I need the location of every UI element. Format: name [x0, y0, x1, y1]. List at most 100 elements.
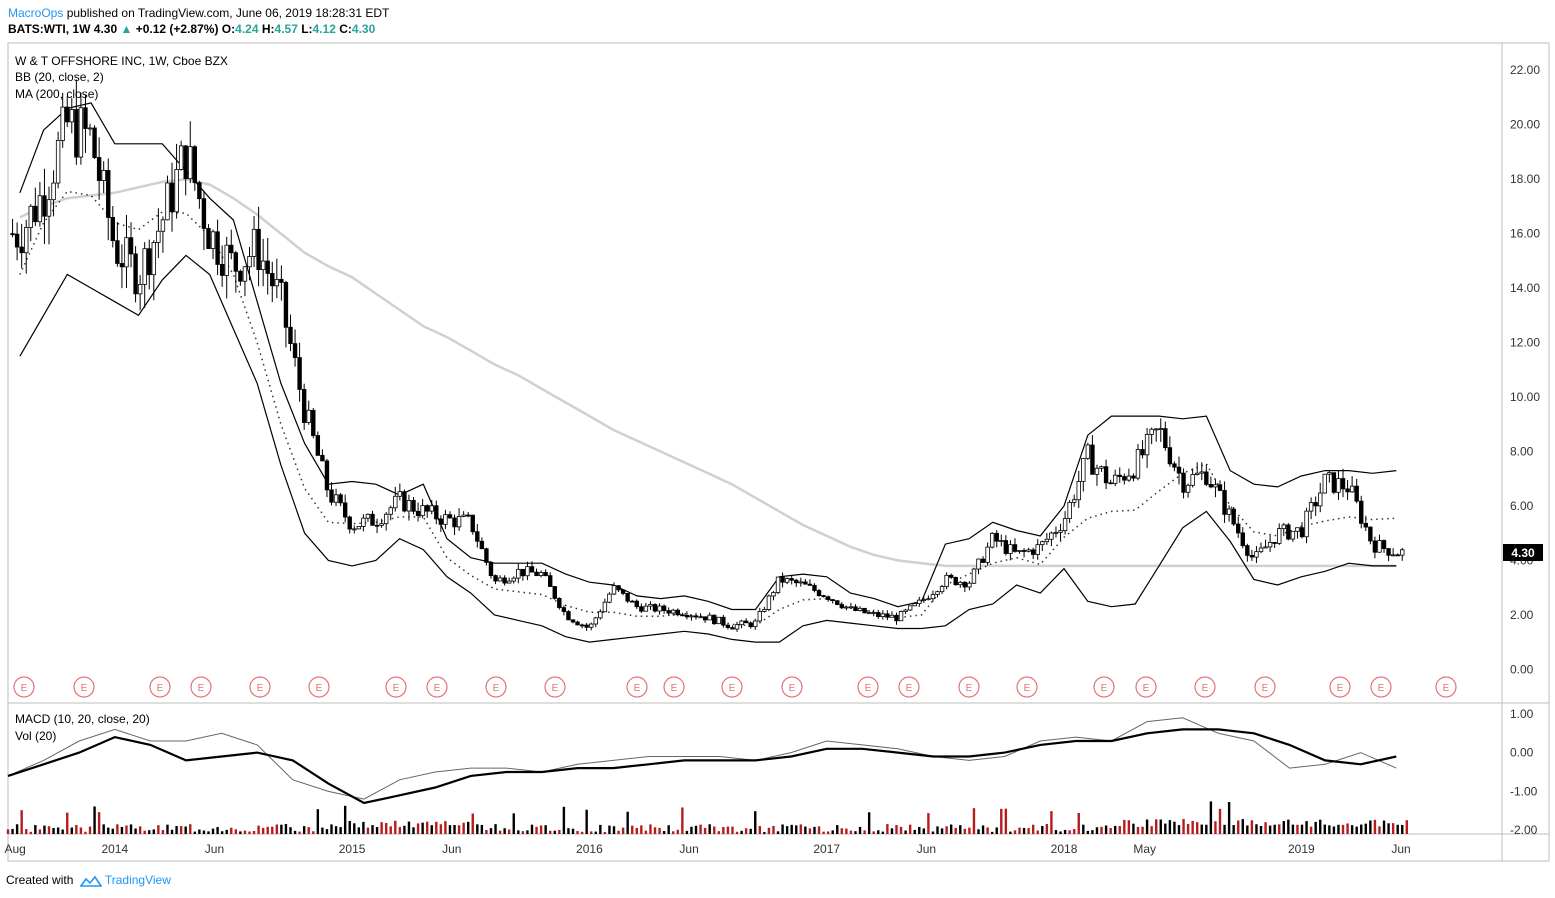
candle — [1158, 418, 1163, 442]
candle — [502, 575, 507, 586]
volume-bar — [1068, 830, 1071, 834]
volume-bar — [407, 821, 411, 834]
volume-bar — [485, 829, 488, 834]
candle — [584, 622, 589, 631]
candle — [238, 269, 243, 286]
earnings-marker[interactable]: E — [544, 676, 566, 698]
time-axis: Aug 2014 Jun 2015 Jun 2016 Jun 2017 Jun 2018 May 20… — [4, 842, 1410, 856]
volume-bar — [904, 830, 907, 834]
candle — [1295, 527, 1300, 539]
earnings-marker[interactable]: E — [13, 676, 35, 698]
volume-bar — [945, 826, 948, 834]
earnings-marker[interactable]: E — [1254, 676, 1276, 698]
earnings-marker[interactable]: E — [781, 676, 803, 698]
candle — [634, 599, 639, 609]
volume-bar — [56, 827, 60, 834]
earnings-marker[interactable]: E — [73, 676, 95, 698]
ma200-series — [19, 177, 1397, 568]
volume-bar — [1063, 829, 1067, 834]
earnings-marker[interactable]: E — [1329, 676, 1351, 698]
candle — [921, 597, 927, 603]
candle — [1231, 506, 1236, 527]
chart-canvas[interactable]: W & T OFFSHORE INC, 1W, Cboe BZX BB (20,… — [0, 0, 1555, 868]
volume-bar — [1227, 802, 1231, 834]
earnings-marker[interactable]: E — [1135, 676, 1157, 698]
volume-bar — [6, 829, 10, 834]
high-label: H: — [261, 22, 275, 36]
volume-bar — [29, 831, 32, 834]
volume-bar — [1141, 826, 1144, 834]
candle — [229, 229, 234, 260]
volume-bar — [298, 831, 301, 834]
volume-bar — [521, 831, 525, 834]
earnings-marker[interactable]: E — [626, 676, 648, 698]
candle — [1090, 435, 1095, 475]
volume-bar — [494, 824, 497, 834]
earnings-marker[interactable]: E — [958, 676, 980, 698]
earnings-marker[interactable]: E — [1093, 676, 1115, 698]
earnings-marker[interactable]: E — [857, 676, 879, 698]
publisher-link[interactable]: MacroOps — [8, 6, 64, 20]
volume-bar — [849, 830, 853, 834]
volume-bar — [995, 827, 998, 834]
svg-text:E: E — [434, 683, 441, 694]
candle — [962, 581, 968, 592]
candle — [1117, 467, 1122, 483]
volume-bar — [1259, 826, 1263, 834]
volume-bar — [403, 825, 406, 834]
candle — [812, 583, 817, 593]
candle — [10, 218, 15, 238]
earnings-marker[interactable]: E — [385, 676, 407, 698]
volume-bar — [325, 829, 329, 834]
volume-bar — [230, 827, 233, 834]
candle — [1245, 543, 1250, 562]
earnings-marker[interactable]: E — [1435, 676, 1457, 698]
volume-bars — [6, 801, 1409, 834]
volume-bar — [699, 824, 702, 834]
earnings-marker[interactable]: E — [1370, 676, 1392, 698]
svg-text:E: E — [1143, 683, 1150, 694]
volume-bar — [640, 825, 643, 834]
volume-bar — [854, 831, 857, 834]
volume-bar — [781, 824, 784, 834]
candle — [306, 400, 311, 425]
earnings-marker[interactable]: E — [1194, 676, 1216, 698]
volume-bar — [366, 827, 370, 834]
candle — [1395, 553, 1400, 557]
candle — [789, 575, 794, 585]
earnings-marker[interactable]: E — [308, 676, 330, 698]
earnings-marker[interactable]: E — [1016, 676, 1038, 698]
volume-bar — [47, 826, 51, 834]
candle — [219, 245, 225, 287]
earnings-marker[interactable]: E — [663, 676, 685, 698]
candle — [447, 511, 453, 519]
earnings-marker[interactable]: E — [485, 676, 507, 698]
earnings-marker[interactable]: E — [190, 676, 212, 698]
tradingview-link[interactable]: TradingView — [104, 873, 171, 887]
candle — [251, 216, 257, 268]
volume-bar — [275, 824, 279, 834]
svg-text:E: E — [21, 683, 28, 694]
candle — [589, 622, 594, 631]
price-tick-label: 16.00 — [1510, 227, 1540, 241]
volume-bar — [1360, 824, 1363, 834]
volume-bar — [840, 828, 844, 834]
earnings-marker[interactable]: E — [426, 676, 448, 698]
candle — [124, 214, 129, 288]
earnings-marker[interactable]: E — [149, 676, 171, 698]
close-value: 4.30 — [351, 22, 376, 36]
volume-bar — [899, 826, 903, 834]
chart-frame — [7, 42, 1550, 862]
volume-bar — [959, 825, 962, 834]
volume-bar — [1159, 819, 1162, 834]
candle — [643, 603, 649, 612]
volume-bar — [553, 830, 556, 834]
candle — [133, 246, 138, 303]
volume-bar — [1405, 820, 1409, 834]
volume-bar — [371, 825, 374, 834]
earnings-marker[interactable]: E — [898, 676, 920, 698]
candle — [142, 242, 147, 308]
earnings-marker[interactable]: E — [249, 676, 271, 698]
earnings-marker[interactable]: E — [721, 676, 743, 698]
